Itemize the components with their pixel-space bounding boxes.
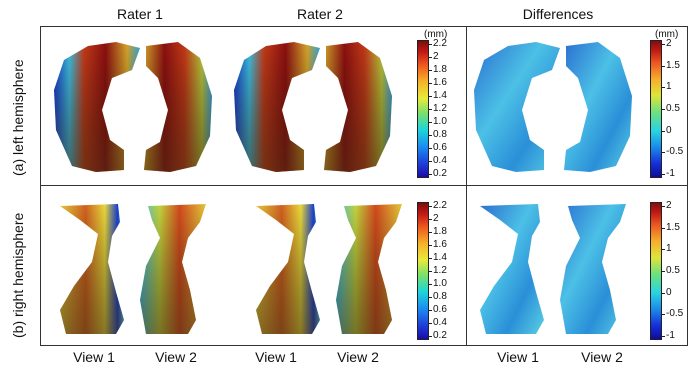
colorbar-thickness-bottom-tick-label: 1.4 [433, 252, 447, 263]
colorbar-thickness-top-tickmark [429, 57, 432, 58]
colorbar-thickness-bottom-tick-label: 0.2 [433, 330, 447, 341]
colorbar-thickness-top-tick-label: 0.8 [433, 129, 447, 140]
colorbar-thickness-bottom-tickmark [429, 206, 432, 207]
colorbar-thickness-top-tickmark [429, 109, 432, 110]
colorbar-thickness-top-tickmark [429, 135, 432, 136]
colorbar-unit-thickness-top: (mm) [424, 29, 448, 40]
colorbar-difference-top-tickmark [662, 87, 665, 88]
colorbar-thickness-bottom-tickmark [429, 310, 432, 311]
colorbar-thickness-bottom-tickmark [429, 271, 432, 272]
colorbar-thickness-bottom-tick-label: 0.4 [433, 317, 447, 328]
colorbar-thickness-top-tick-label: 1.8 [433, 64, 447, 75]
colorbar-difference-bottom [650, 202, 662, 340]
colorbar-thickness-bottom-tick-label: 0.6 [433, 304, 447, 315]
colorbar-difference-top-tick-label: -1 [666, 168, 675, 179]
colorbar-difference-top-tickmark [662, 152, 665, 153]
colorbar-thickness-top-tickmark [429, 122, 432, 123]
colorbar-difference-bottom-tick-label: 1 [666, 243, 672, 254]
colorbar-thickness-top-tickmark [429, 148, 432, 149]
colorbar-difference-top-tickmark [662, 109, 665, 110]
row-divider [40, 185, 688, 186]
colorbar-difference-top-tickmark [662, 174, 665, 175]
colorbar-thickness-top [417, 40, 429, 178]
colorbar-thickness-top-tick-label: 0.4 [433, 155, 447, 166]
colorbar-difference-top-tick-label: -0.5 [666, 146, 684, 157]
colorbar-thickness-bottom-tickmark [429, 258, 432, 259]
colorbar-difference-bottom-tick-label: 2 [666, 200, 672, 211]
colorbar-difference-bottom-tick-label: 1.5 [666, 222, 680, 233]
colorbar-thickness-bottom-tick-label: 1.6 [433, 239, 447, 250]
colorbar-thickness-top-tick-label: 1.6 [433, 77, 447, 88]
colorbar-thickness-bottom-tickmark [429, 336, 432, 337]
colorbar-difference-top-tick-label: 2 [666, 38, 672, 49]
colorbar-thickness-bottom-tickmark [429, 245, 432, 246]
view-label-rater1-view2: View 2 [155, 349, 197, 365]
colorbar-difference-bottom-tickmark [662, 249, 665, 250]
view-label-differences-view1: View 1 [497, 349, 539, 365]
colorbar-thickness-top-tick-label: 1.0 [433, 116, 447, 127]
colorbar-thickness-bottom-tick-label: 0.8 [433, 291, 447, 302]
column-title-differences: Differences [522, 6, 594, 22]
view-label-differences-view2: View 2 [581, 349, 623, 365]
colorbar-thickness-bottom-tick-label: 2.2 [433, 200, 447, 211]
colorbar-difference-top [650, 40, 662, 178]
colorbar-unit-difference-top: (mm) [655, 29, 679, 40]
colorbar-difference-bottom-tick-label: 0.5 [666, 265, 680, 276]
view-label-rater2-view2: View 2 [337, 349, 379, 365]
colorbar-thickness-top-tick-label: 2.2 [433, 38, 447, 49]
colorbar-difference-bottom-tickmark [662, 271, 665, 272]
colorbar-thickness-bottom-tickmark [429, 219, 432, 220]
colorbar-difference-top-tickmark [662, 44, 665, 45]
colorbar-thickness-bottom-tick-label: 1.8 [433, 226, 447, 237]
colorbar-thickness-top-tickmark [429, 96, 432, 97]
colorbar-thickness-bottom-tick-label: 2 [433, 213, 439, 224]
colorbar-thickness-top-tickmark [429, 174, 432, 175]
colorbar-thickness-top-tick-label: 1.2 [433, 103, 447, 114]
colorbar-thickness-top-tickmark [429, 83, 432, 84]
colorbar-thickness-top-tickmark [429, 161, 432, 162]
view-label-rater1-view1: View 1 [73, 349, 115, 365]
colorbar-thickness-bottom-tickmark [429, 232, 432, 233]
colorbar-difference-bottom-tickmark [662, 206, 665, 207]
column-title-rater1: Rater 1 [117, 6, 163, 22]
colorbar-difference-bottom-tickmark [662, 293, 665, 294]
colorbar-difference-top-tickmark [662, 131, 665, 132]
colorbar-thickness-top-tick-label: 0.6 [433, 142, 447, 153]
colorbar-thickness-bottom-tick-label: 1.2 [433, 265, 447, 276]
colorbar-difference-bottom-tickmark [662, 336, 665, 337]
colorbar-thickness-top-tick-label: 2 [433, 51, 439, 62]
colorbar-thickness-top-tickmark [429, 70, 432, 71]
view-label-rater2-view1: View 1 [255, 349, 297, 365]
colorbar-difference-top-tick-label: 0 [666, 125, 672, 136]
colorbar-difference-bottom-tickmark [662, 314, 665, 315]
colorbar-difference-bottom-tick-label: 0 [666, 287, 672, 298]
colorbar-thickness-bottom-tick-label: 1.0 [433, 278, 447, 289]
colorbar-thickness-top-tickmark [429, 44, 432, 45]
colorbar-thickness-bottom [417, 202, 429, 340]
colorbar-difference-top-tick-label: 1 [666, 81, 672, 92]
colorbar-difference-bottom-tick-label: -1 [666, 330, 675, 341]
colorbar-difference-top-tick-label: 0.5 [666, 103, 680, 114]
colorbar-difference-top-tickmark [662, 66, 665, 67]
colorbar-difference-bottom-tick-label: -0.5 [666, 308, 684, 319]
colorbar-thickness-top-tick-label: 1.4 [433, 90, 447, 101]
column-divider [466, 26, 467, 346]
colorbar-difference-top-tick-label: 1.5 [666, 60, 680, 71]
colorbar-thickness-top-tick-label: 0.2 [433, 168, 447, 179]
colorbar-difference-bottom-tickmark [662, 228, 665, 229]
colorbar-thickness-bottom-tickmark [429, 297, 432, 298]
colorbar-thickness-bottom-tickmark [429, 284, 432, 285]
colorbar-thickness-bottom-tickmark [429, 323, 432, 324]
column-title-rater2: Rater 2 [297, 6, 343, 22]
